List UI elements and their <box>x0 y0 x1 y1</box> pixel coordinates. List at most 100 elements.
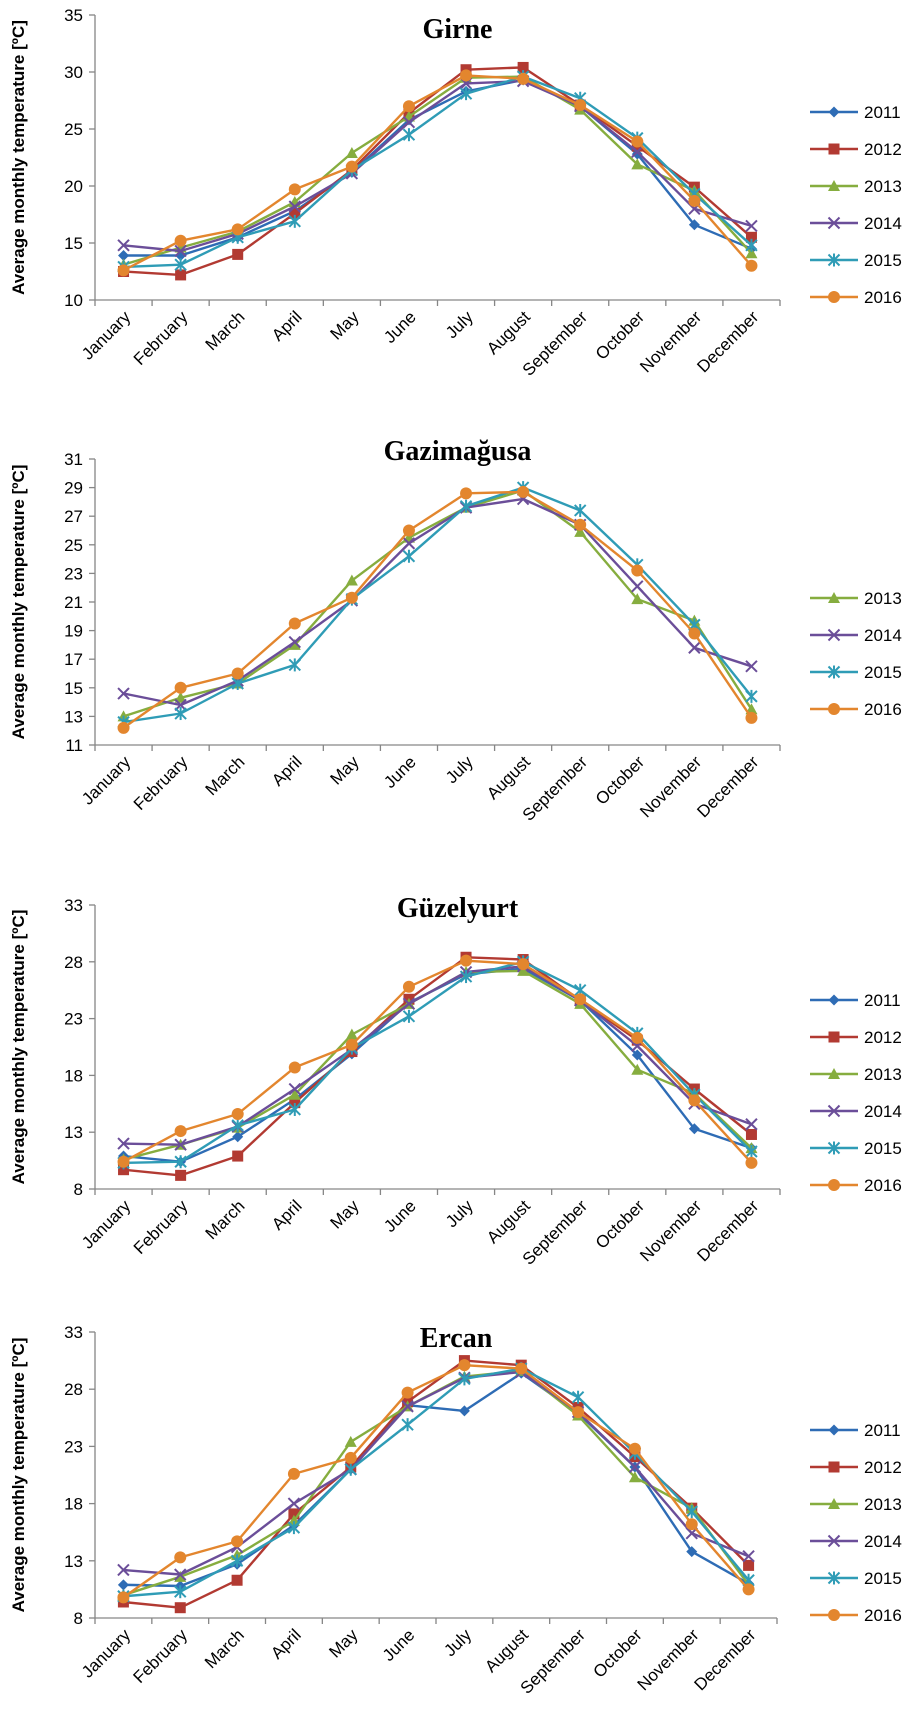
x-tick-label: March <box>202 752 249 799</box>
y-tick-label: 10 <box>64 291 83 310</box>
legend-item-2011: 2011 <box>810 1421 901 1440</box>
data-point-2014 <box>402 997 416 1011</box>
data-point-2016 <box>401 1386 414 1399</box>
series-2013 <box>117 484 758 722</box>
data-point-2016 <box>458 1359 471 1372</box>
data-point-2016 <box>688 194 701 207</box>
y-axis-label: Average monthly temperature [ºC] <box>9 910 28 1185</box>
data-point-2016 <box>631 564 644 577</box>
data-point-2014 <box>745 219 758 233</box>
legend-marker <box>827 1534 841 1548</box>
data-point-2011 <box>688 1123 700 1135</box>
data-point-2016 <box>631 135 644 148</box>
series-2016 <box>117 954 758 1169</box>
data-point-2013 <box>344 1435 357 1447</box>
legend-marker <box>828 143 840 155</box>
legend-item-2011: 2011 <box>810 103 901 122</box>
x-tick-label: December <box>693 752 762 821</box>
data-point-2014 <box>628 1460 642 1474</box>
data-point-2016 <box>685 1518 698 1531</box>
series-2014 <box>117 492 758 712</box>
legend-label: 2016 <box>864 288 902 307</box>
legend-label: 2013 <box>864 177 902 196</box>
y-axis-label: Average monthly temperature [ºC] <box>9 465 28 740</box>
series-2016 <box>117 485 758 734</box>
data-point-2015 <box>344 1462 357 1476</box>
series-2016 <box>117 1359 755 1604</box>
series-line-2012 <box>123 1359 750 1609</box>
data-point-2016 <box>460 69 473 82</box>
legend-marker <box>828 291 840 303</box>
y-tick-label: 28 <box>64 1380 83 1399</box>
y-tick-label: 30 <box>64 63 83 82</box>
data-point-2016 <box>574 99 587 112</box>
data-point-2015 <box>685 1505 698 1519</box>
data-point-2011 <box>118 250 130 262</box>
legend-label: 2013 <box>864 589 902 608</box>
y-tick-label: 35 <box>64 6 83 25</box>
legend-marker <box>827 253 841 267</box>
legend-label: 2013 <box>864 1495 902 1514</box>
x-tick-label: February <box>130 1625 192 1687</box>
x-tick-label: March <box>202 307 249 354</box>
legend-label: 2011 <box>864 991 901 1010</box>
data-point-2015 <box>231 1118 244 1132</box>
x-tick-label: July <box>442 1196 477 1231</box>
legend-item-2013: 2013 <box>810 1065 902 1084</box>
legend-item-2012: 2012 <box>810 140 902 159</box>
data-point-2013 <box>345 146 358 158</box>
data-point-2016 <box>117 721 130 734</box>
chart-title: Gazimağusa <box>384 436 532 467</box>
legend-label: 2014 <box>864 626 902 645</box>
legend: 2011 2012 2013 2014 2015 2016 <box>810 991 902 1195</box>
legend-marker <box>828 1461 840 1473</box>
data-point-2016 <box>288 1061 301 1074</box>
x-tick-label: December <box>691 1625 760 1694</box>
data-point-2012 <box>175 269 187 281</box>
series-2015 <box>117 70 758 274</box>
data-point-2016 <box>515 1362 528 1375</box>
legend-label: 2014 <box>864 214 902 233</box>
legend-item-2011: 2011 <box>810 991 901 1010</box>
data-point-2016 <box>174 1125 187 1138</box>
data-point-2015 <box>402 549 416 563</box>
data-point-2016 <box>117 1155 130 1168</box>
series-line-2015 <box>123 486 753 724</box>
data-point-2015 <box>571 1390 585 1404</box>
data-point-2011 <box>232 1131 244 1143</box>
x-tick-label: February <box>130 752 192 814</box>
data-point-2016 <box>517 958 530 971</box>
series-line-2014 <box>123 965 752 1146</box>
data-point-2012 <box>289 207 301 219</box>
data-point-2014 <box>631 580 644 593</box>
data-point-2015 <box>288 658 301 672</box>
data-point-2014 <box>174 244 187 258</box>
data-point-2015 <box>402 128 416 142</box>
data-point-2014 <box>117 687 130 700</box>
y-tick-label: 27 <box>64 507 83 526</box>
x-tick-label: May <box>327 752 363 788</box>
y-tick-label: 18 <box>64 1066 83 1085</box>
data-point-2016 <box>460 954 473 967</box>
data-point-2015 <box>574 503 587 517</box>
legend-item-2013: 2013 <box>810 177 902 196</box>
data-point-2015 <box>459 970 473 984</box>
x-tick-label: May <box>327 1196 363 1232</box>
x-tick-label: August <box>481 1625 532 1676</box>
x-tick-label: October <box>592 1196 648 1252</box>
y-tick-label: 8 <box>74 1180 83 1199</box>
data-point-2016 <box>745 711 758 724</box>
data-point-2013 <box>631 1063 644 1075</box>
y-tick-label: 23 <box>64 564 83 583</box>
legend-label: 2013 <box>864 1065 902 1084</box>
series-line-2015 <box>123 75 753 269</box>
x-tick-label: February <box>130 307 192 369</box>
series-line-2016 <box>122 1363 750 1599</box>
legend-item-2012: 2012 <box>810 1028 902 1047</box>
x-tick-label: October <box>592 307 648 363</box>
data-point-2011 <box>686 1546 698 1558</box>
series-line-2011 <box>123 1371 750 1588</box>
legend-marker <box>828 1609 840 1621</box>
